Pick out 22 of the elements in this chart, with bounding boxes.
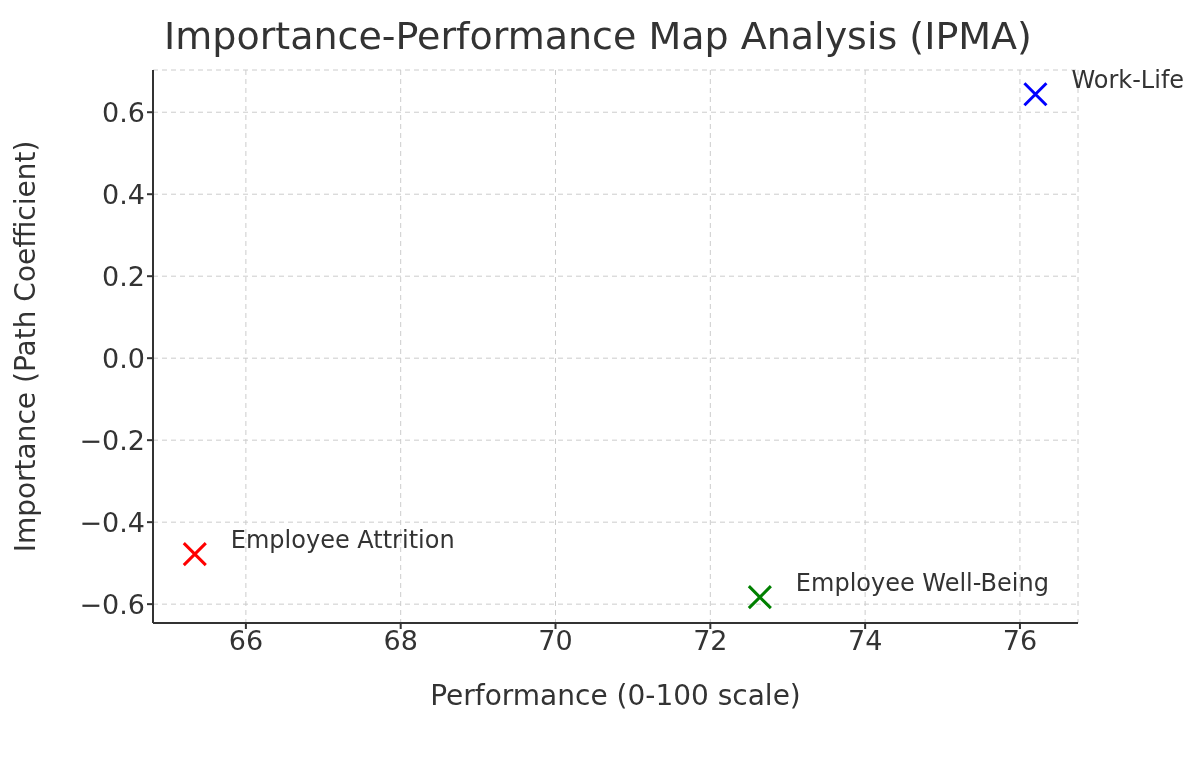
x-tick-label: 66 bbox=[228, 625, 264, 657]
series-label: Employee Attrition bbox=[230, 526, 455, 555]
y-tick-label: 0.2 bbox=[102, 260, 145, 292]
x-axis-title: Performance (0-100 scale) bbox=[430, 679, 801, 712]
point bbox=[1022, 81, 1048, 107]
y-axis-title: Importance (Path Coefficient) bbox=[8, 140, 42, 553]
series-label: Employee Well-Being bbox=[795, 569, 1049, 598]
x-tick-label: 68 bbox=[383, 625, 418, 657]
x-tick-label: 76 bbox=[1002, 625, 1038, 657]
point bbox=[747, 584, 773, 610]
y-tick-label: 0.0 bbox=[102, 342, 145, 374]
y-tick-label: 0.6 bbox=[102, 96, 145, 128]
y-tick-label: 0.4 bbox=[102, 178, 145, 210]
y-tick-label: −0.6 bbox=[79, 588, 145, 620]
x-tick-label: 70 bbox=[538, 625, 573, 657]
series-label: Work-Life bbox=[1071, 66, 1185, 95]
x-tick-label: 74 bbox=[847, 625, 883, 657]
y-tick-label: −0.4 bbox=[79, 506, 145, 538]
y-tick-label: −0.2 bbox=[79, 424, 145, 456]
x-tick-label: 72 bbox=[693, 625, 728, 657]
chart-title: Importance-Performance Map Analysis (IPMA) bbox=[163, 14, 1033, 58]
point bbox=[182, 541, 208, 567]
